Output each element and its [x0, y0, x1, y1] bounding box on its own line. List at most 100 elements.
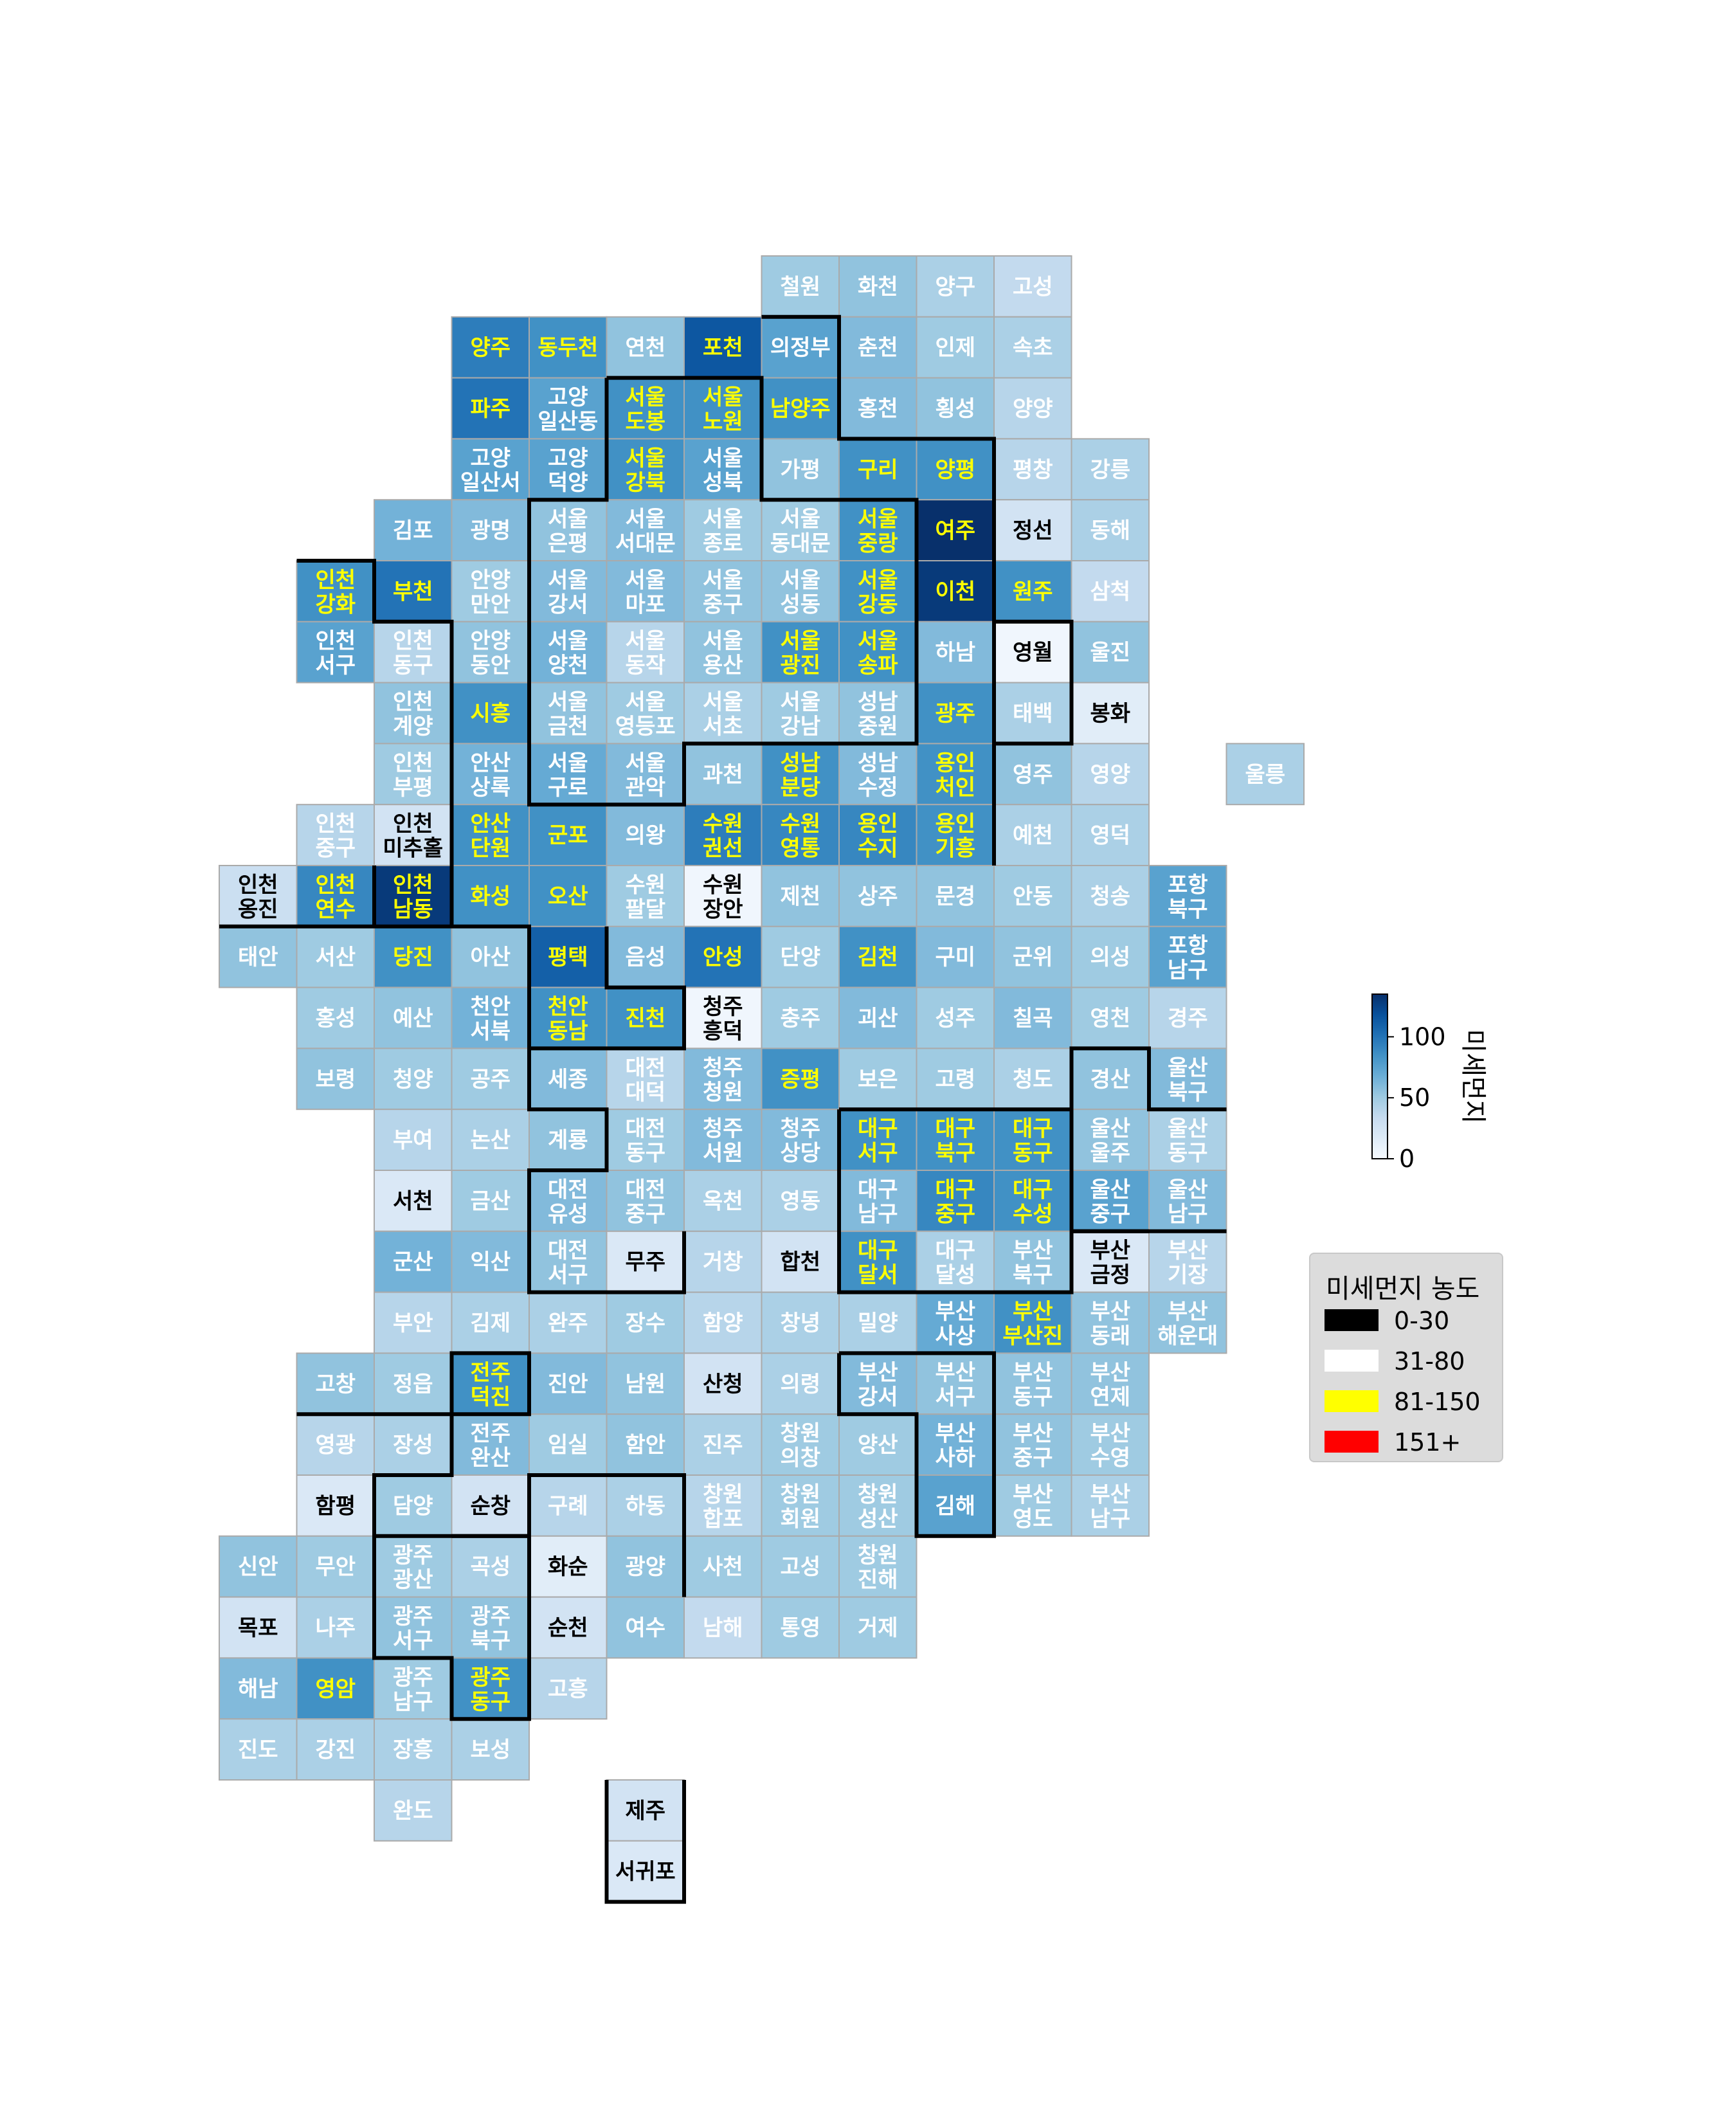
map-cell-label: 고흥 [548, 1676, 588, 1702]
region-border [296, 1351, 531, 1721]
map-cell-tile [838, 438, 918, 501]
map-cell-tile [529, 1291, 608, 1354]
map-cell-tile [606, 1535, 685, 1598]
map-cell-tile [296, 804, 375, 866]
map-cell-label: 인천 미추홀 [383, 812, 443, 862]
map-cell: 서울 강서 [529, 560, 608, 622]
map-cell-tile [1225, 743, 1305, 806]
map-cell-tile [761, 1413, 840, 1476]
map-cell: 문경 [916, 865, 995, 927]
map-cell-tile [529, 560, 608, 622]
map-cell-label: 창원 합포 [703, 1482, 743, 1532]
map-cell: 부산 부산진 [993, 1291, 1072, 1354]
map-cell: 아산 [451, 925, 530, 988]
map-cell-label: 울진 [1090, 640, 1130, 666]
map-cell-tile [993, 1230, 1072, 1293]
map-cell-label: 평택 [548, 945, 588, 970]
map-cell-tile [606, 621, 685, 684]
map-cell: 동해 [1071, 499, 1150, 562]
map-cell-tile [296, 1047, 375, 1111]
map-cell: 안양 만안 [451, 560, 530, 622]
map-cell: 대구 서구 [838, 1109, 918, 1171]
map-cell-label: 대구 서구 [858, 1116, 898, 1166]
map-cell-label: 대구 동구 [1013, 1116, 1053, 1166]
map-cell: 성남 수정 [838, 743, 918, 806]
map-cell: 창원 진해 [838, 1535, 918, 1598]
map-cell: 장성 [374, 1413, 453, 1476]
map-cell: 광주 [916, 682, 995, 745]
map-cell-tile [374, 804, 453, 866]
map-cell: 동두천 [529, 316, 608, 379]
map-cell-label: 산청 [703, 1372, 743, 1397]
map-cell-label: 서울 강서 [548, 567, 588, 617]
map-cell-label: 옥천 [703, 1188, 743, 1214]
map-cell-label: 청주 서원 [703, 1116, 743, 1166]
legend-swatch [1325, 1350, 1379, 1372]
map-cell: 창원 합포 [683, 1474, 763, 1537]
map-cell-label: 청주 상당 [780, 1116, 820, 1166]
map-cell-label: 양산 [858, 1433, 898, 1458]
map-cell-label: 고양 덕양 [548, 446, 588, 496]
map-cell-label: 순창 [470, 1493, 511, 1519]
map-cell: 부산 금정 [1071, 1230, 1150, 1293]
map-cell: 영월 [993, 621, 1072, 684]
map-cell-tile [374, 1718, 453, 1781]
map-cell-label: 예천 [1013, 823, 1053, 849]
map-cell: 논산 [451, 1109, 530, 1171]
map-cell: 진천 [606, 986, 685, 1049]
map-cell-label: 인천 계양 [393, 689, 433, 739]
map-cell: 무주 [606, 1230, 685, 1293]
map-cell-tile [606, 1413, 685, 1476]
map-cell-tile [451, 865, 530, 927]
map-cell-tile [838, 1413, 918, 1476]
map-cell: 가평 [761, 438, 840, 501]
map-cell-label: 공주 [470, 1067, 511, 1093]
map-cell-tile [296, 1535, 375, 1598]
map-cell: 인천 계양 [374, 682, 453, 745]
map-cell-tile [916, 986, 995, 1049]
map-cell-tile [374, 1779, 453, 1842]
map-cell: 창원 성산 [838, 1474, 918, 1537]
map-cell: 창원 회원 [761, 1474, 840, 1537]
map-cell-tile [1071, 865, 1150, 927]
map-cell-label: 서울 서대문 [615, 507, 676, 557]
map-cell-label: 거제 [858, 1615, 898, 1641]
map-cell: 성남 중원 [838, 682, 918, 745]
map-cell-tile [761, 377, 840, 440]
map-cell: 괴산 [838, 986, 918, 1049]
map-cell-label: 순천 [548, 1615, 588, 1641]
map-cell-tile [761, 682, 840, 745]
region-border [451, 1473, 686, 1597]
map-cell: 보성 [451, 1718, 530, 1781]
map-cell: 울산 울주 [1071, 1109, 1150, 1171]
map-cell-tile [761, 1596, 840, 1659]
map-cell-label: 서울 성북 [703, 446, 743, 496]
map-cell-tile [838, 255, 918, 318]
map-cell-label: 울산 중구 [1090, 1177, 1130, 1227]
map-cell-tile [529, 316, 608, 379]
map-cell-tile [993, 804, 1072, 866]
map-cell-tile [219, 1657, 298, 1720]
map-cell-label: 창녕 [780, 1310, 820, 1336]
map-cell-label: 서울 양천 [548, 628, 588, 678]
map-cell: 대전 중구 [606, 1170, 685, 1232]
map-cell-tile [374, 1352, 453, 1415]
map-cell: 경주 [1148, 986, 1227, 1049]
map-cell-label: 청주 흥덕 [703, 994, 743, 1044]
map-cell: 울산 북구 [1148, 1047, 1227, 1111]
map-cell-label: 서울 도봉 [625, 385, 665, 435]
map-cell-tile [683, 682, 763, 745]
map-cell: 영동 [761, 1170, 840, 1232]
map-cell: 광주 광산 [374, 1535, 453, 1598]
map-cell-tile [916, 682, 995, 745]
map-cell: 군포 [529, 804, 608, 866]
map-cell-label: 함안 [625, 1433, 665, 1458]
map-cell-label: 인천 중구 [315, 812, 356, 862]
map-cell-tile [916, 865, 995, 927]
region-border [1069, 1109, 1149, 1233]
map-cell-tile [993, 316, 1072, 379]
map-cell-label: 오산 [548, 884, 588, 909]
map-cell-label: 증평 [780, 1067, 820, 1093]
map-cell-tile [529, 925, 608, 988]
map-cell-tile [683, 1291, 763, 1354]
